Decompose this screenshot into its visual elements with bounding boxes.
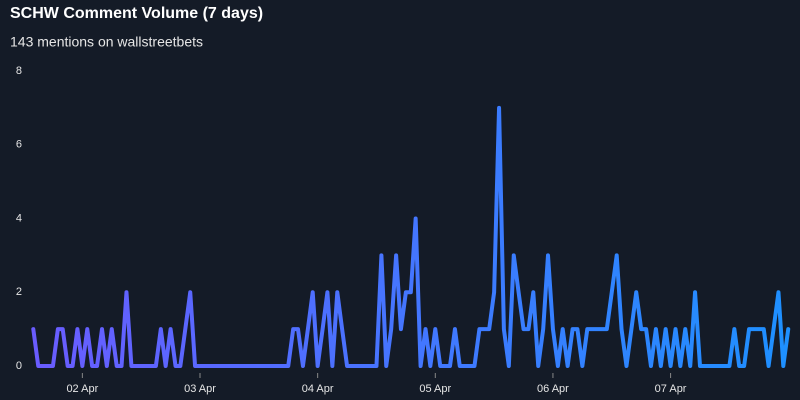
line-series bbox=[31, 105, 791, 368]
y-tick-label: 6 bbox=[16, 139, 22, 151]
y-tick-label: 0 bbox=[16, 360, 22, 372]
chart-title: SCHW Comment Volume (7 days) bbox=[10, 5, 263, 22]
x-tick-label: 05 Apr bbox=[419, 383, 451, 395]
x-tick-label: 04 Apr bbox=[302, 383, 334, 395]
x-tick-label: 06 Apr bbox=[537, 383, 569, 395]
x-tick-label: 03 Apr bbox=[184, 383, 216, 395]
x-tick-label: 02 Apr bbox=[66, 383, 98, 395]
y-tick-label: 4 bbox=[16, 212, 22, 224]
x-tick-label: 07 Apr bbox=[655, 383, 687, 395]
chart-subtitle: 143 mentions on wallstreetbets bbox=[10, 34, 203, 50]
y-tick-label: 8 bbox=[16, 65, 22, 77]
y-tick-label: 2 bbox=[16, 286, 22, 298]
